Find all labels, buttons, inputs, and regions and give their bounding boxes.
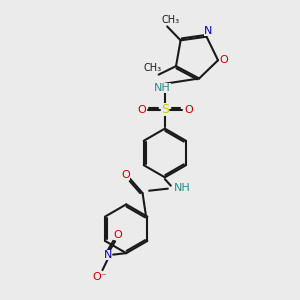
Text: O: O <box>121 170 130 180</box>
Text: O: O <box>137 105 146 115</box>
Text: CH₃: CH₃ <box>161 15 179 25</box>
Text: O⁻: O⁻ <box>92 272 107 282</box>
Text: N: N <box>204 26 212 36</box>
Text: O: O <box>113 230 122 240</box>
Text: NH: NH <box>174 183 190 193</box>
Text: CH₃: CH₃ <box>143 63 161 73</box>
Text: S: S <box>161 103 169 116</box>
Text: NH: NH <box>154 82 171 93</box>
Text: N: N <box>103 250 112 260</box>
Text: O: O <box>184 105 193 115</box>
Text: O: O <box>219 55 228 65</box>
